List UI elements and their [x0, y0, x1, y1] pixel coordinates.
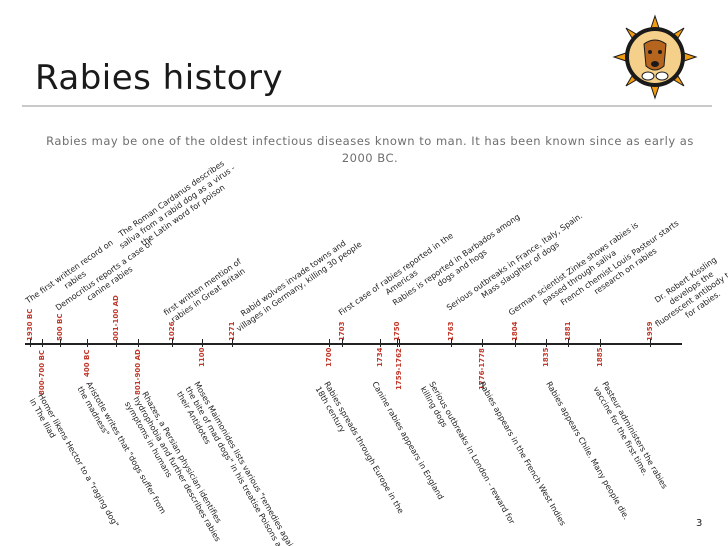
- timeline-axis: [25, 343, 682, 345]
- event-year-above: 1763: [447, 321, 455, 341]
- event-year-above: 1703: [338, 321, 346, 341]
- event-year-below: 1100: [198, 347, 206, 368]
- timeline-tick: [515, 339, 516, 347]
- timeline-tick: [568, 339, 569, 347]
- timeline-tick: [650, 339, 651, 347]
- event-year-below: 1835: [542, 347, 550, 368]
- event-text-above: The Roman Cardanus describes saliva from…: [117, 158, 237, 251]
- dog-head-icon: [643, 39, 667, 71]
- event-year-below: 1885: [596, 347, 604, 368]
- event-year-above: 1930 BC: [26, 308, 34, 341]
- timeline-tick: [342, 339, 343, 347]
- timeline-tick: [600, 339, 601, 347]
- timeline-tick: [232, 339, 233, 347]
- event-year-below: 1734: [376, 347, 384, 368]
- slide-title: Rabies history: [35, 58, 284, 98]
- event-year-above: 001-100 AD: [112, 295, 120, 341]
- timeline-tick: [138, 339, 139, 347]
- event-year-below: 801-900 AD: [134, 349, 142, 395]
- dog-head-sun-logo: [612, 14, 698, 100]
- timeline-tick: [60, 339, 61, 347]
- event-year-above: 1881: [564, 321, 572, 341]
- event-text-above: Dr. Robert Kissling develops the fluores…: [653, 255, 728, 329]
- timeline-tick: [380, 339, 381, 347]
- timeline-tick: [329, 339, 330, 347]
- timeline-tick: [397, 339, 398, 347]
- event-year-below: 400 BC: [83, 349, 91, 377]
- timeline-tick: [451, 339, 452, 347]
- timeline-tick: [399, 339, 400, 347]
- event-year-below: 1759-1762: [395, 348, 403, 391]
- timeline-tick: [87, 339, 88, 347]
- event-text-below: Rabies spreads through Europe in the 18t…: [313, 380, 406, 516]
- event-text-below: Serious outbreaks in London - reward for…: [418, 380, 517, 526]
- timeline-tick: [42, 339, 43, 347]
- page-number: 3: [696, 518, 703, 529]
- title-divider: [22, 105, 712, 107]
- timeline-tick: [116, 339, 117, 347]
- timeline-tick: [202, 339, 203, 347]
- event-year-below: 1700: [325, 347, 333, 368]
- slide-subtitle: Rabies may be one of the oldest infectio…: [46, 134, 694, 165]
- timeline-tick: [30, 339, 31, 347]
- timeline-tick: [546, 339, 547, 347]
- timeline-tick: [172, 339, 173, 347]
- timeline-tick: [482, 339, 483, 347]
- event-year-above: 1959: [646, 321, 654, 341]
- event-year-below: 800-700 BC: [38, 349, 46, 395]
